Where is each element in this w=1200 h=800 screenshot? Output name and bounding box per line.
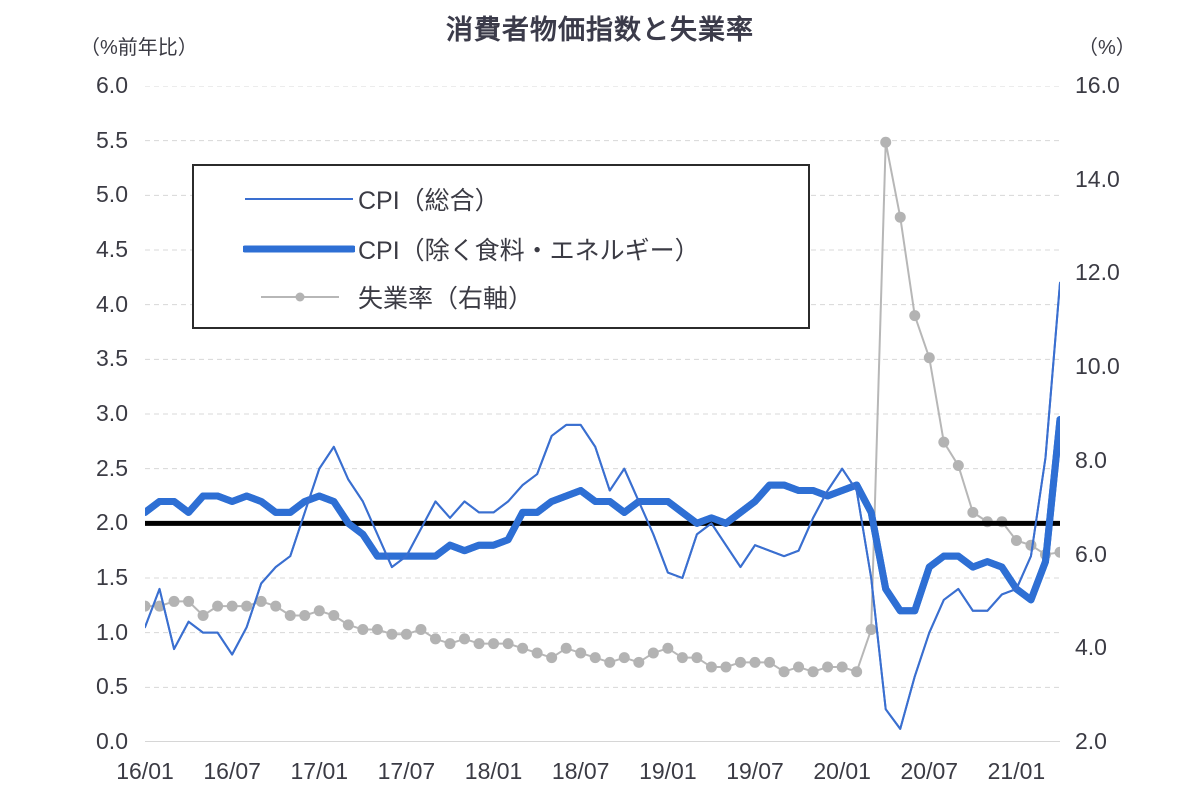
thick-blue-line-icon xyxy=(240,242,358,256)
legend-label-unemployment: 失業率（右軸） xyxy=(358,285,534,313)
x-axis-tick: 17/07 xyxy=(377,758,436,784)
series-cpi-total-overlay xyxy=(145,281,1060,730)
left-axis-tick: 3.5 xyxy=(96,345,128,372)
series-unemployment xyxy=(145,136,1060,678)
chart-legend: CPI（総合） CPI（除く食料・エネルギー） 失業率（右軸） xyxy=(192,164,810,329)
page-title: 消費者物価指数と失業率 xyxy=(446,15,754,45)
left-axis-tick: 4.0 xyxy=(96,290,128,317)
x-axis-tick: 16/07 xyxy=(203,758,261,784)
right-axis-tick: 10.0 xyxy=(1075,353,1120,380)
legend-item-cpi-core: CPI（除く食料・エネルギー） xyxy=(194,224,808,274)
right-axis-tick: 16.0 xyxy=(1075,72,1120,98)
left-axis-tick: 0.0 xyxy=(96,728,128,754)
left-axis-tick: 2.5 xyxy=(96,454,128,481)
x-axis-tick: 20/01 xyxy=(813,758,871,784)
grey-line-marker-icon xyxy=(240,290,358,304)
left-axis-tick: 1.5 xyxy=(96,564,128,590)
plot-area xyxy=(145,86,1060,742)
right-axis-unit-label: （%） xyxy=(1078,37,1136,59)
x-axis-tick: 19/01 xyxy=(639,758,697,784)
chart-canvas xyxy=(145,86,1060,742)
legend-label-cpi-total: CPI（総合） xyxy=(358,187,500,215)
series-cpi-core-overlay xyxy=(145,415,1060,615)
left-axis-tick: 1.0 xyxy=(96,618,128,645)
left-axis-tick: 6.0 xyxy=(96,72,128,98)
x-axis-tick: 18/01 xyxy=(464,758,523,784)
x-axis-tick: 21/01 xyxy=(987,758,1046,784)
legend-item-unemployment: 失業率（右軸） xyxy=(194,272,808,322)
right-axis-tick: 4.0 xyxy=(1075,634,1107,661)
left-axis-tick: 2.0 xyxy=(96,509,128,536)
x-axis-tick: 16/01 xyxy=(116,758,174,784)
legend-label-cpi-core: CPI（除く食料・エネルギー） xyxy=(358,237,700,265)
series-cpi-total xyxy=(145,281,1060,730)
right-axis-tick: 8.0 xyxy=(1075,446,1107,473)
left-axis-tick: 5.5 xyxy=(96,126,128,153)
left-axis-tick: 3.0 xyxy=(96,400,128,426)
right-axis-tick: 6.0 xyxy=(1075,540,1107,567)
left-axis-tick: 4.5 xyxy=(96,236,128,262)
right-axis-tick: 2.0 xyxy=(1075,728,1107,754)
right-axis-tick: 14.0 xyxy=(1075,165,1120,192)
legend-item-cpi-total: CPI（総合） xyxy=(194,174,808,224)
left-axis-unit-label: （%前年比） xyxy=(80,37,198,59)
x-axis-tick: 19/07 xyxy=(726,758,784,784)
thin-blue-line-icon xyxy=(240,192,358,206)
x-axis-tick: 17/01 xyxy=(290,758,349,784)
left-axis-tick: 5.0 xyxy=(96,181,128,208)
x-axis-tick: 18/07 xyxy=(551,758,610,784)
right-axis-tick: 12.0 xyxy=(1075,259,1120,286)
left-axis-tick: 0.5 xyxy=(96,673,128,700)
x-axis-tick: 20/07 xyxy=(900,758,959,784)
